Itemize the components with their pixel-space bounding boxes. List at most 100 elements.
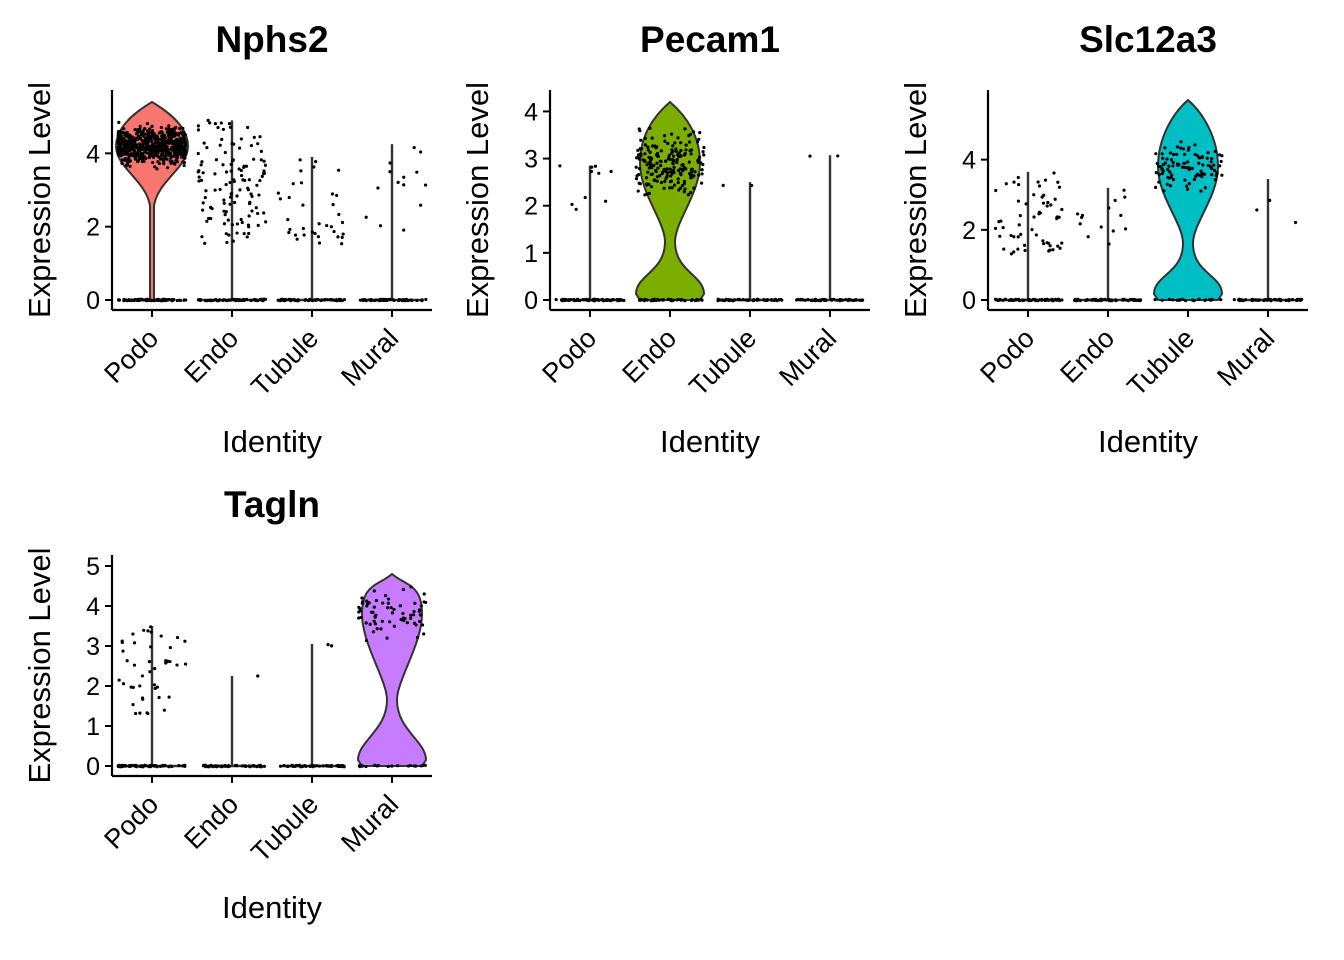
data-point (367, 601, 371, 605)
data-point (584, 297, 588, 302)
data-point (1128, 298, 1132, 302)
data-point (141, 156, 145, 160)
data-point (634, 156, 639, 160)
data-point (1213, 178, 1217, 182)
data-point (136, 160, 140, 164)
data-point (721, 298, 725, 302)
data-point (314, 160, 318, 164)
data-point (219, 764, 223, 769)
data-point (392, 607, 396, 612)
data-point (139, 297, 144, 301)
data-point (422, 632, 426, 636)
data-point (671, 161, 675, 165)
data-point (761, 298, 766, 302)
data-point (199, 163, 203, 167)
data-point (250, 194, 254, 198)
data-point (229, 169, 233, 173)
data-point (775, 299, 779, 303)
data-point (589, 169, 594, 174)
data-point (1048, 244, 1052, 248)
data-point (671, 144, 675, 148)
data-point (424, 297, 428, 302)
data-point (1017, 223, 1021, 227)
y-tick-label: 4 (86, 593, 100, 621)
data-point (243, 178, 247, 182)
data-point (1167, 297, 1172, 301)
data-point (642, 299, 646, 303)
data-point (262, 171, 267, 175)
data-point (1001, 226, 1005, 230)
data-point (177, 141, 181, 145)
data-point (696, 158, 701, 162)
data-point (414, 623, 418, 627)
data-point (409, 613, 413, 617)
data-point (118, 129, 123, 134)
data-point (676, 297, 680, 302)
data-point (771, 298, 775, 302)
data-point (254, 298, 258, 302)
data-point (391, 298, 395, 302)
data-point (117, 146, 121, 150)
data-point (282, 763, 286, 768)
data-point (196, 128, 201, 132)
data-point (815, 298, 819, 302)
data-point (648, 150, 652, 155)
y-tick-label: 2 (962, 217, 976, 245)
data-point (409, 585, 413, 589)
data-point (287, 195, 291, 200)
data-point (364, 638, 369, 643)
data-point (156, 147, 160, 151)
data-point (615, 297, 619, 302)
data-point (1213, 149, 1217, 154)
data-point (223, 213, 227, 217)
data-point (649, 158, 653, 162)
data-point (601, 299, 606, 303)
data-point (248, 765, 252, 769)
data-point (1056, 180, 1060, 184)
data-point (1201, 163, 1205, 167)
data-point (1004, 182, 1008, 186)
data-point (303, 297, 308, 302)
data-point (1214, 173, 1218, 178)
data-point (747, 298, 751, 302)
data-point (293, 233, 298, 237)
data-point (258, 135, 262, 139)
data-point (683, 151, 687, 156)
data-point (182, 134, 186, 138)
data-point (647, 191, 651, 195)
data-point (142, 127, 147, 131)
data-point (728, 298, 732, 302)
data-point (1045, 204, 1049, 208)
data-point (1050, 297, 1054, 301)
data-point (332, 229, 336, 234)
data-point (206, 118, 210, 122)
data-point (183, 639, 187, 643)
data-point (1016, 297, 1021, 301)
data-point (364, 299, 368, 303)
data-point (332, 298, 336, 302)
data-point (128, 148, 132, 153)
data-point (1099, 225, 1103, 229)
data-point (135, 145, 139, 149)
data-point (149, 139, 153, 144)
data-point (634, 177, 639, 181)
data-point (291, 182, 295, 186)
data-point (134, 154, 138, 158)
data-point (169, 764, 173, 768)
data-point (702, 153, 706, 157)
data-point (648, 126, 652, 130)
data-point (1026, 298, 1030, 302)
data-point (655, 161, 659, 165)
data-point (124, 132, 129, 137)
data-point (637, 167, 642, 171)
data-point (183, 156, 187, 160)
data-point (1165, 182, 1170, 186)
data-point (247, 214, 251, 218)
data-point (1175, 145, 1180, 149)
data-point (415, 635, 420, 640)
data-point (1155, 161, 1159, 165)
data-point (637, 157, 642, 161)
data-point (1024, 202, 1028, 206)
data-point (665, 167, 669, 171)
data-point (403, 617, 407, 621)
